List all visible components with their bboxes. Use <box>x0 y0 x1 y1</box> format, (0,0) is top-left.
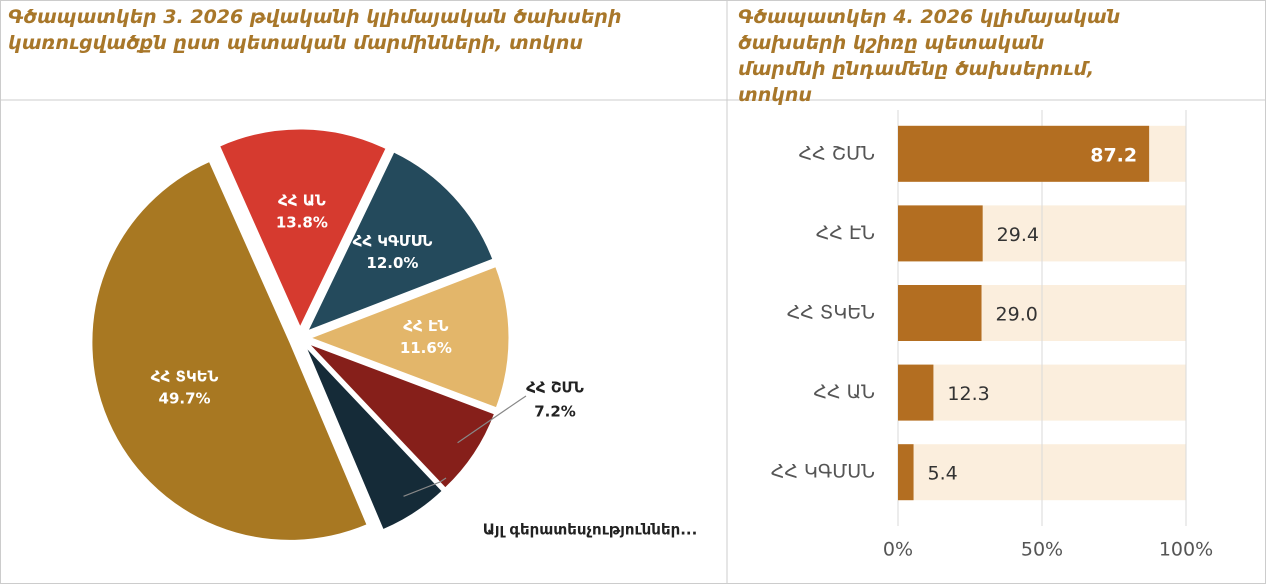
value-label: 29.0 <box>996 304 1038 326</box>
pie-slice <box>308 343 496 489</box>
slice-value: 7.2% <box>534 403 576 421</box>
slice-value: 49.7% <box>159 390 211 408</box>
slice-value: 13.8% <box>276 214 328 232</box>
leader-line <box>403 477 447 497</box>
slice-value: 11.6% <box>400 339 452 357</box>
pie-slice <box>91 160 368 541</box>
bar <box>898 364 934 421</box>
value-label: 12.3 <box>947 383 989 405</box>
value-label: 87.2 <box>1090 144 1137 166</box>
x-tick-label: 0% <box>883 539 913 561</box>
slice-label: ՀՀ ԷՆ <box>403 317 449 335</box>
pie-slice <box>307 151 494 332</box>
slice-label: ՀՀ ԱՆ <box>278 192 326 210</box>
value-label: 29.4 <box>997 224 1039 246</box>
slice-label: ՀՀ ՏԿԵՆ <box>151 368 219 386</box>
y-tick-label: ՀՀ ԷՆ <box>816 222 875 244</box>
chart-title: Գծապատկեր 3. 2026 թվականի կլիմայական ծախ… <box>8 6 622 54</box>
bar <box>898 125 1150 182</box>
x-tick-label: 50% <box>1021 539 1063 561</box>
y-tick-label: ՀՀ ՏԿԵՆ <box>787 302 875 324</box>
value-label: 5.4 <box>928 463 958 485</box>
leader-line <box>457 395 527 444</box>
slice-label: ՀՀ ՇՄՆ <box>526 379 584 397</box>
slice-value: 12.0% <box>366 254 418 272</box>
bar <box>898 285 982 341</box>
pie-slice <box>218 128 387 329</box>
y-tick-label: ՀՀ ԿԳՄՍՆ <box>771 461 875 483</box>
pie-slice <box>309 265 510 409</box>
slice-label: ՀՀ ԿԳՄՍՆ <box>353 232 433 250</box>
y-tick-label: ՀՀ ԱՆ <box>813 381 875 403</box>
pie-slice <box>305 346 443 531</box>
x-tick-label: 100% <box>1159 539 1213 561</box>
slice-label: Այլ գերատեսչություններ... <box>483 521 698 539</box>
chart-title: Գծապատկեր 4. 2026 կլիմայական ծախսերի կշի… <box>738 6 1121 106</box>
bar <box>898 444 914 501</box>
y-tick-label: ՀՀ ՇՄՆ <box>798 142 875 164</box>
bar <box>898 205 983 262</box>
